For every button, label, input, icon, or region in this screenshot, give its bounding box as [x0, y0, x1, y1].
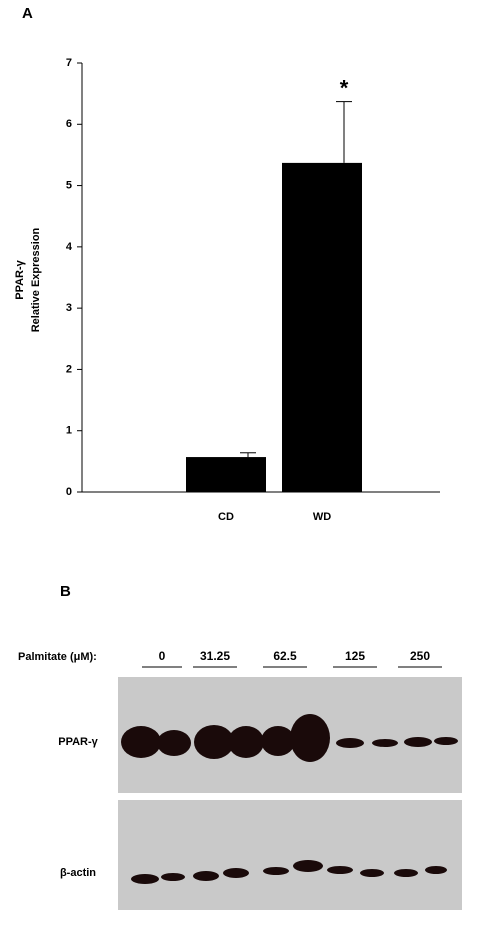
lane-label: 250: [410, 649, 430, 663]
significance-mark: *: [340, 75, 349, 100]
lane-label: 125: [345, 649, 365, 663]
panel-label: A: [22, 5, 33, 22]
y-axis-label: Relative Expression: [30, 227, 42, 332]
row-label: PPAR-γ: [58, 736, 98, 748]
bar: [186, 457, 266, 492]
row-label: β-actin: [60, 867, 96, 879]
y-tick-label: 4: [66, 241, 73, 253]
blot-membrane: [118, 800, 462, 910]
figure: A B Palmitate (μM): PPAR-γ Relative Expre…: [0, 0, 501, 939]
treatment-label: Palmitate (μM):: [18, 651, 97, 663]
lane-label: 62.5: [273, 649, 297, 663]
y-tick-label: 6: [66, 118, 72, 130]
y-tick-label: 0: [66, 486, 72, 498]
panel-label: B: [60, 583, 71, 600]
lane-label: 0: [159, 649, 166, 663]
y-tick-label: 3: [66, 302, 72, 314]
y-tick-label: 1: [66, 425, 72, 437]
x-tick-label: WD: [313, 511, 331, 523]
x-tick-label: CD: [218, 511, 234, 523]
lane-label: 31.25: [200, 649, 230, 663]
y-tick-label: 2: [66, 363, 72, 375]
y-axis-label: PPAR-γ: [14, 259, 26, 299]
bar: [282, 163, 362, 492]
y-tick-label: 5: [66, 179, 72, 191]
y-tick-label: 7: [66, 57, 72, 69]
